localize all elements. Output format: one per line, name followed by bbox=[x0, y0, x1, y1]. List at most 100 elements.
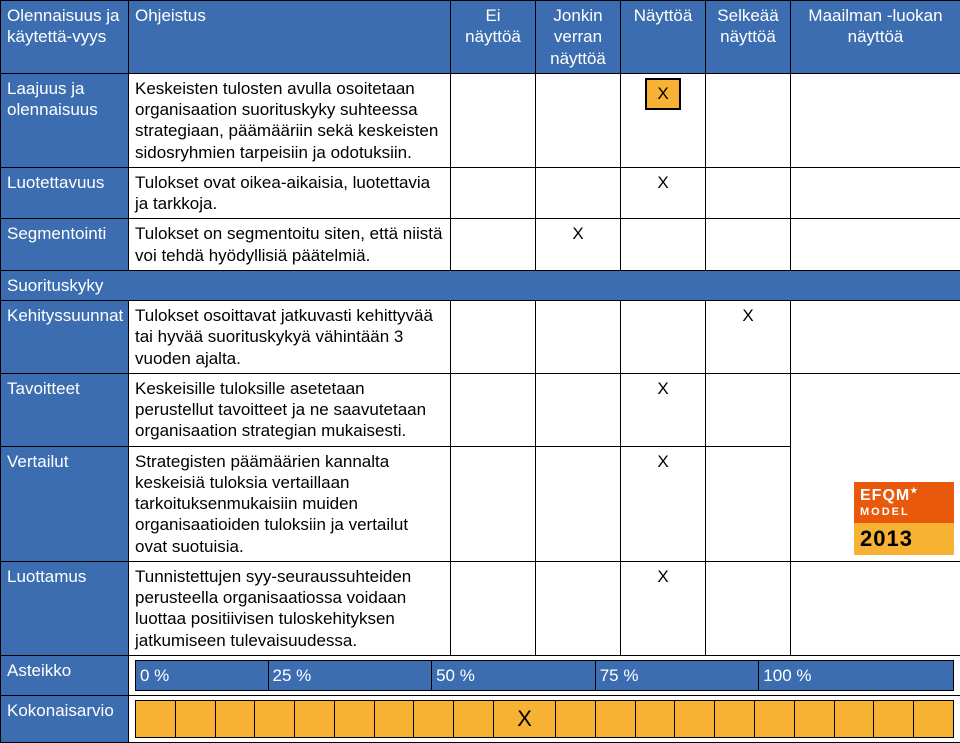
row-label: Luotettavuus bbox=[1, 167, 129, 219]
kokonaisarvio-scale: X bbox=[129, 696, 960, 743]
row-tavoitteet: Tavoitteet Keskeisille tuloksille asetet… bbox=[1, 373, 960, 446]
cell-ei-nayttoa bbox=[451, 219, 536, 271]
asteikko-scale: 0 %25 %50 %75 %100 % bbox=[129, 655, 960, 695]
x-mark: X bbox=[572, 223, 583, 244]
cell-jonkin-verran bbox=[536, 73, 621, 167]
cell-selkeaa bbox=[706, 167, 791, 219]
cell-nayttoa bbox=[621, 219, 706, 271]
cell-jonkin-verran bbox=[536, 561, 621, 655]
cell-nayttoa: X bbox=[621, 73, 706, 167]
kokonaisarvio-cell bbox=[715, 701, 755, 738]
x-mark: X bbox=[657, 172, 668, 193]
cell-selkeaa bbox=[706, 446, 791, 561]
col-2-header: Ei näyttöä bbox=[451, 1, 536, 74]
kokonaisarvio-cell bbox=[675, 701, 715, 738]
kokonaisarvio-cell bbox=[414, 701, 454, 738]
row-desc: Tulokset ovat oikea-aikaisia, luotettavi… bbox=[129, 167, 451, 219]
kokonaisarvio-cell bbox=[556, 701, 596, 738]
kokonaisarvio-inner-table: X bbox=[135, 700, 954, 738]
row-label: Vertailut bbox=[1, 446, 129, 561]
kokonaisarvio-cell bbox=[374, 701, 414, 738]
row-kokonaisarvio: Kokonaisarvio X bbox=[1, 696, 960, 743]
asteikko-inner-table: 0 %25 %50 %75 %100 % bbox=[135, 660, 954, 691]
cell-ei-nayttoa bbox=[451, 167, 536, 219]
cell-jonkin-verran: X bbox=[536, 219, 621, 271]
asteikko-cell: 50 % bbox=[432, 660, 596, 690]
cell-selkeaa: X bbox=[706, 301, 791, 374]
row-desc: Tulokset osoittavat jatkuvasti kehittyvä… bbox=[129, 301, 451, 374]
efqm-logo-mid: MODEL bbox=[854, 506, 954, 524]
kokonaisarvio-cell bbox=[136, 701, 176, 738]
kokonaisarvio-mark: X bbox=[494, 701, 556, 738]
cell-nayttoa: X bbox=[621, 446, 706, 561]
kokonaisarvio-cell bbox=[454, 701, 494, 738]
asteikko-cell: 0 % bbox=[136, 660, 269, 690]
cell-ei-nayttoa bbox=[451, 301, 536, 374]
x-mark: X bbox=[742, 305, 753, 326]
x-mark: X bbox=[657, 451, 668, 472]
kokonaisarvio-cell bbox=[635, 701, 675, 738]
x-mark: X bbox=[657, 378, 668, 399]
asteikko-cell: 100 % bbox=[759, 660, 954, 690]
cell-logo-area: EFQM★ MODEL 2013 bbox=[791, 373, 960, 561]
cell-jonkin-verran bbox=[536, 301, 621, 374]
assessment-matrix: Olennaisuus ja käytettä-vyys Ohjeistus E… bbox=[0, 0, 960, 743]
col-0-header: Olennaisuus ja käytettä-vyys bbox=[1, 1, 129, 74]
cell-maailmanluokan bbox=[791, 301, 960, 374]
kokonaisarvio-label: Kokonaisarvio bbox=[1, 696, 129, 743]
cell-maailmanluokan bbox=[791, 561, 960, 655]
kokonaisarvio-cell bbox=[255, 701, 295, 738]
x-mark: X bbox=[657, 566, 668, 587]
row-desc: Keskeisten tulosten avulla osoitetaan or… bbox=[129, 73, 451, 167]
asteikko-label: Asteikko bbox=[1, 655, 129, 695]
efqm-logo-year: 2013 bbox=[854, 523, 954, 555]
cell-nayttoa bbox=[621, 301, 706, 374]
cell-ei-nayttoa bbox=[451, 561, 536, 655]
cell-jonkin-verran bbox=[536, 373, 621, 446]
cell-maailmanluokan bbox=[791, 73, 960, 167]
col-3-header: Jonkin verran näyttöä bbox=[536, 1, 621, 74]
kokonaisarvio-cell bbox=[794, 701, 834, 738]
cell-nayttoa: X bbox=[621, 561, 706, 655]
kokonaisarvio-cell bbox=[595, 701, 635, 738]
kokonaisarvio-cell bbox=[834, 701, 874, 738]
cell-jonkin-verran bbox=[536, 167, 621, 219]
row-desc: Keskeisille tuloksille asetetaan peruste… bbox=[129, 373, 451, 446]
asteikko-cell: 75 % bbox=[595, 660, 759, 690]
row-luotettavuus: Luotettavuus Tulokset ovat oikea-aikaisi… bbox=[1, 167, 960, 219]
row-kehityssuunnat: Kehityssuunnat Tulokset osoittavat jatku… bbox=[1, 301, 960, 374]
cell-ei-nayttoa bbox=[451, 446, 536, 561]
section-label: Suorituskyky bbox=[1, 270, 960, 300]
row-desc: Tunnistettujen syy-seuraussuhteiden peru… bbox=[129, 561, 451, 655]
row-label: Laajuus ja olennaisuus bbox=[1, 73, 129, 167]
row-desc: Strategisten päämäärien kannalta keskeis… bbox=[129, 446, 451, 561]
cell-maailmanluokan bbox=[791, 219, 960, 271]
x-mark-boxed: X bbox=[645, 78, 680, 110]
cell-selkeaa bbox=[706, 561, 791, 655]
cell-nayttoa: X bbox=[621, 373, 706, 446]
cell-ei-nayttoa bbox=[451, 73, 536, 167]
kokonaisarvio-cell bbox=[175, 701, 215, 738]
col-5-header: Selkeää näyttöä bbox=[706, 1, 791, 74]
row-label: Tavoitteet bbox=[1, 373, 129, 446]
kokonaisarvio-cell bbox=[334, 701, 374, 738]
efqm-logo-top: EFQM★ bbox=[854, 482, 954, 506]
row-label: Kehityssuunnat bbox=[1, 301, 129, 374]
row-label: Segmentointi bbox=[1, 219, 129, 271]
col-4-header: Näyttöä bbox=[621, 1, 706, 74]
cell-maailmanluokan bbox=[791, 167, 960, 219]
col-6-header: Maailman -luokan näyttöä bbox=[791, 1, 960, 74]
cell-jonkin-verran bbox=[536, 446, 621, 561]
cell-nayttoa: X bbox=[621, 167, 706, 219]
col-1-header: Ohjeistus bbox=[129, 1, 451, 74]
kokonaisarvio-cell bbox=[295, 701, 335, 738]
cell-selkeaa bbox=[706, 373, 791, 446]
row-desc: Tulokset on segmentoitu siten, että niis… bbox=[129, 219, 451, 271]
cell-selkeaa bbox=[706, 219, 791, 271]
asteikko-cell: 25 % bbox=[268, 660, 432, 690]
row-asteikko: Asteikko 0 %25 %50 %75 %100 % bbox=[1, 655, 960, 695]
section-suorituskyky: Suorituskyky bbox=[1, 270, 960, 300]
header-row: Olennaisuus ja käytettä-vyys Ohjeistus E… bbox=[1, 1, 960, 74]
row-label: Luottamus bbox=[1, 561, 129, 655]
row-laajuus: Laajuus ja olennaisuus Keskeisten tulost… bbox=[1, 73, 960, 167]
